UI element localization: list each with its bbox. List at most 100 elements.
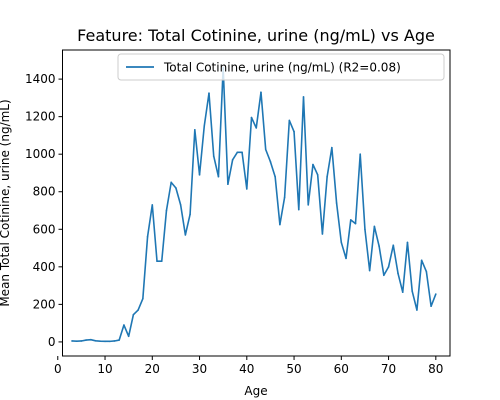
data-point (283, 196, 286, 199)
data-point (189, 213, 191, 216)
y-tick-label: 1200 (25, 110, 56, 124)
data-point (231, 159, 234, 161)
x-tick-label: 10 (97, 362, 112, 376)
data-point (307, 204, 310, 206)
data-point (378, 245, 380, 247)
data-point (331, 146, 333, 149)
data-point (340, 241, 343, 244)
data-point (425, 270, 428, 273)
data-point (137, 309, 139, 311)
y-tick-label: 1400 (25, 72, 56, 86)
data-point (71, 340, 73, 342)
data-point (118, 339, 121, 341)
data-point (198, 174, 201, 176)
legend-label: Total Cotinine, urine (ng/mL) (R2=0.08) (163, 61, 401, 75)
data-point (203, 125, 206, 127)
data-point (90, 338, 92, 341)
data-point (170, 181, 172, 184)
plot-area (71, 67, 437, 343)
y-tick-label: 0 (48, 335, 56, 349)
data-point (255, 127, 258, 129)
data-point (387, 266, 390, 268)
y-tick-label: 800 (33, 185, 56, 199)
data-point (435, 293, 437, 295)
data-point (383, 274, 385, 277)
data-point (321, 233, 324, 235)
data-point (416, 309, 418, 311)
data-point (297, 208, 300, 211)
x-axis-label: Age (244, 384, 267, 398)
legend: Total Cotinine, urine (ng/mL) (R2=0.08) (117, 53, 445, 81)
y-tick-label: 200 (33, 297, 56, 311)
data-point (430, 305, 432, 308)
data-point (302, 96, 305, 98)
data-point (132, 313, 135, 316)
data-point (411, 290, 414, 293)
data-point (420, 259, 423, 262)
x-axis: 0 10 20 30 40 50 60 70 80 (54, 356, 443, 376)
x-tick-label: 60 (334, 362, 349, 376)
data-point (236, 151, 239, 154)
data-point (127, 335, 130, 338)
x-tick-label: 50 (286, 362, 301, 376)
data-point (194, 128, 196, 131)
data-point (392, 244, 395, 247)
legend-box (117, 53, 445, 81)
data-point (85, 339, 87, 341)
data-point (99, 340, 102, 342)
data-point (359, 153, 362, 155)
x-tick-label: 80 (428, 362, 443, 376)
y-axis-label: Mean Total Cotinine, urine (ng/mL) (0, 99, 12, 306)
data-point (312, 163, 314, 166)
data-point (354, 222, 357, 225)
y-axis: 0 200 400 600 800 1000 1200 1400 (25, 72, 63, 349)
data-point (250, 116, 253, 119)
data-point (113, 340, 116, 342)
data-point (397, 272, 399, 275)
data-point (217, 175, 220, 178)
data-point (94, 339, 97, 342)
data-point (349, 219, 352, 221)
y-tick-label: 400 (33, 260, 56, 274)
data-point (293, 130, 295, 133)
data-point (142, 297, 144, 300)
data-point (212, 155, 215, 157)
x-tick-label: 30 (192, 362, 207, 376)
data-point (373, 225, 376, 228)
y-tick-label: 1000 (25, 147, 56, 161)
data-point (227, 183, 229, 186)
data-point (156, 260, 158, 263)
data-point (260, 91, 262, 94)
data-point (151, 204, 154, 206)
data-point (75, 340, 78, 342)
x-tick-label: 70 (381, 362, 396, 376)
data-point (123, 324, 125, 326)
data-point (326, 175, 328, 178)
data-point (80, 340, 83, 342)
data-point (175, 187, 177, 189)
data-point (179, 204, 182, 206)
data-point (335, 202, 338, 204)
series-line (71, 67, 437, 343)
data-point (279, 223, 281, 226)
data-point (316, 174, 319, 176)
data-point (364, 228, 366, 231)
data-point (165, 209, 168, 212)
data-point (368, 269, 371, 272)
y-tick-label: 600 (33, 222, 56, 236)
data-point (104, 340, 106, 343)
data-point (241, 151, 243, 154)
data-point (274, 175, 276, 178)
data-point (345, 257, 347, 260)
x-tick-label: 0 (54, 362, 62, 376)
data-point (269, 160, 272, 163)
data-point (184, 234, 187, 236)
data-point (208, 92, 210, 94)
data-point (264, 148, 267, 151)
data-point (288, 119, 291, 122)
data-point (401, 291, 404, 293)
data-point (406, 241, 409, 244)
x-tick-label: 40 (239, 362, 254, 376)
data-point (108, 340, 111, 343)
